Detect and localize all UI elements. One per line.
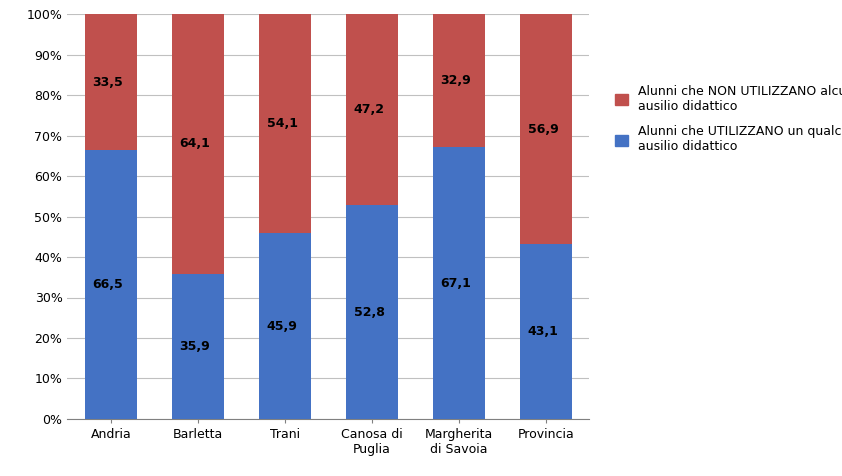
Text: 52,8: 52,8 (354, 306, 385, 318)
Bar (258, 233, 311, 419)
Bar (520, 245, 572, 419)
Text: 45,9: 45,9 (267, 319, 297, 333)
Legend: Alunni che NON UTILIZZANO alcun
ausilio didattico, Alunni che UTILIZZANO un qual: Alunni che NON UTILIZZANO alcun ausilio … (611, 81, 842, 157)
Bar (85, 150, 137, 419)
Text: 33,5: 33,5 (93, 76, 123, 89)
Bar (172, 14, 224, 274)
Text: 66,5: 66,5 (93, 278, 123, 291)
Text: 64,1: 64,1 (179, 138, 210, 150)
Text: 54,1: 54,1 (267, 117, 297, 130)
Bar (258, 14, 311, 233)
Text: 47,2: 47,2 (354, 103, 385, 116)
Bar (433, 14, 485, 148)
Bar (433, 148, 485, 419)
Text: 67,1: 67,1 (440, 277, 472, 289)
Text: 56,9: 56,9 (528, 123, 558, 136)
Bar (346, 205, 398, 419)
Text: 43,1: 43,1 (528, 325, 558, 338)
Text: 35,9: 35,9 (179, 340, 210, 353)
Bar (520, 14, 572, 245)
Bar (172, 274, 224, 419)
Text: 32,9: 32,9 (440, 74, 472, 87)
Bar (85, 14, 137, 150)
Bar (346, 14, 398, 205)
